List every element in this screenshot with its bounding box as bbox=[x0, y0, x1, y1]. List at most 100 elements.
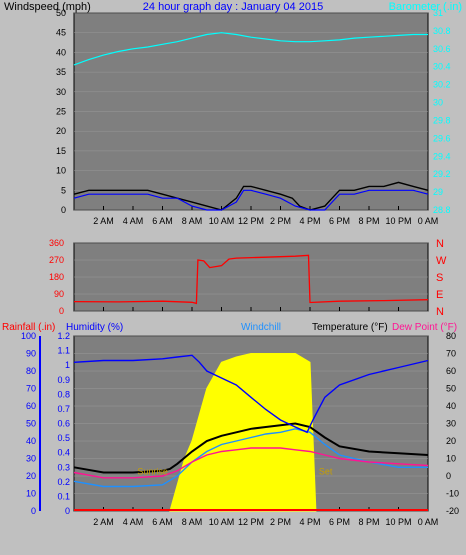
y-tick-label: 5 bbox=[61, 185, 66, 195]
compass-label: W bbox=[436, 255, 447, 267]
x-tick-label: 0 AM bbox=[418, 216, 439, 226]
temp-tick-label: -20 bbox=[446, 506, 459, 516]
x-tick-label: 8 AM bbox=[182, 216, 203, 226]
legend-entry: Windchill bbox=[241, 322, 281, 333]
y-tick-label: 270 bbox=[49, 255, 64, 265]
hum-tick-label: 80 bbox=[26, 366, 36, 376]
series-wind bbox=[73, 181, 429, 211]
series-temperature bbox=[73, 422, 429, 474]
x-tick-label: 4 AM bbox=[123, 216, 144, 226]
x-tick-label: 2 AM bbox=[93, 216, 114, 226]
x-tick-label: 6 AM bbox=[152, 517, 173, 527]
temp-tick-label: -10 bbox=[446, 489, 459, 499]
series-windchill bbox=[73, 428, 428, 488]
y-tick-label: 180 bbox=[49, 272, 64, 282]
y-tick-label: 90 bbox=[54, 289, 64, 299]
y-tick-label: 25 bbox=[56, 107, 66, 117]
temp-tick-label: 70 bbox=[446, 349, 456, 359]
x-tick-label: 8 PM bbox=[358, 517, 379, 527]
series-solar bbox=[169, 353, 317, 512]
x-tick-label: 6 PM bbox=[329, 216, 350, 226]
y2-tick-label: 31 bbox=[433, 8, 443, 18]
y-tick-label: 0 bbox=[61, 205, 66, 215]
y2-tick-label: 30.4 bbox=[433, 62, 451, 72]
y2-tick-label: 29.2 bbox=[433, 169, 451, 179]
rain-tick-label: 1.2 bbox=[57, 331, 70, 341]
hum-tick-label: 50 bbox=[26, 419, 36, 429]
y-tick-label: 15 bbox=[56, 146, 66, 156]
rain-tick-label: 0 bbox=[65, 506, 70, 516]
legend-entry: Rainfall (.in) bbox=[2, 322, 55, 333]
sunset-label: Set bbox=[319, 466, 333, 476]
legend-entry: Temperature (°F) bbox=[312, 322, 388, 333]
x-tick-label: 8 PM bbox=[358, 216, 379, 226]
temp-tick-label: 80 bbox=[446, 331, 456, 341]
rain-tick-label: 0.4 bbox=[57, 448, 70, 458]
compass-label: E bbox=[436, 289, 443, 301]
rain-tick-label: 0.5 bbox=[57, 433, 70, 443]
x-tick-label: 12 PM bbox=[238, 216, 264, 226]
hum-tick-label: 100 bbox=[21, 331, 36, 341]
temp-tick-label: 10 bbox=[446, 454, 456, 464]
legend-entry: Dew Point (°F) bbox=[392, 322, 457, 333]
temp-tick-label: 50 bbox=[446, 384, 456, 394]
series-dewpoint bbox=[73, 447, 429, 479]
hum-tick-label: 90 bbox=[26, 349, 36, 359]
temp-tick-label: 30 bbox=[446, 419, 456, 429]
x-tick-label: 2 PM bbox=[270, 517, 291, 527]
rain-tick-label: 0.8 bbox=[57, 389, 70, 399]
x-tick-label: 4 PM bbox=[299, 216, 320, 226]
temp-tick-label: 40 bbox=[446, 401, 456, 411]
y-tick-label: 10 bbox=[56, 166, 66, 176]
rain-tick-label: 0.6 bbox=[57, 419, 70, 429]
rain-tick-label: 0.7 bbox=[57, 404, 70, 414]
y2-tick-label: 29.4 bbox=[433, 151, 451, 161]
y2-tick-label: 29 bbox=[433, 187, 443, 197]
y-tick-label: 360 bbox=[49, 238, 64, 248]
y-tick-label: 35 bbox=[56, 67, 66, 77]
x-tick-label: 8 AM bbox=[182, 517, 203, 527]
y-axis-label: Windspeed (mph) bbox=[4, 1, 91, 13]
y2-axis-label: Barometer (.in) bbox=[389, 1, 462, 13]
rain-tick-label: 0.1 bbox=[57, 491, 70, 501]
temp-panel: -20-100102030405060708001020304050607080… bbox=[2, 322, 459, 527]
y2-tick-label: 30 bbox=[433, 98, 443, 108]
y-tick-label: 30 bbox=[56, 87, 66, 97]
x-tick-label: 10 AM bbox=[209, 216, 235, 226]
y2-tick-label: 30.6 bbox=[433, 44, 451, 54]
x-tick-label: 10 PM bbox=[385, 216, 411, 226]
rain-tick-label: 0.2 bbox=[57, 477, 70, 487]
x-tick-label: 2 PM bbox=[270, 216, 291, 226]
wind-panel: 0 5 10 15 20 25 30 35 40 45 50 28.8 29 29.2 29.4 29.6 29… bbox=[4, 1, 462, 226]
y2-tick-label: 30.2 bbox=[433, 80, 451, 90]
hum-tick-label: 10 bbox=[26, 489, 36, 499]
sunrise-label: Sunrise bbox=[137, 466, 168, 476]
series-direction bbox=[73, 254, 429, 305]
y-tick-label: 20 bbox=[56, 126, 66, 136]
rain-tick-label: 1.1 bbox=[57, 346, 70, 356]
temp-tick-label: 0 bbox=[446, 471, 451, 481]
graph-title: 24 hour graph day : January 04 2015 bbox=[143, 1, 323, 13]
rain-tick-label: 0.9 bbox=[57, 375, 70, 385]
y-tick-label: 45 bbox=[56, 28, 66, 38]
temp-tick-label: 60 bbox=[446, 366, 456, 376]
hum-tick-label: 30 bbox=[26, 454, 36, 464]
hum-tick-label: 20 bbox=[26, 471, 36, 481]
y2-tick-label: 30.8 bbox=[433, 26, 451, 36]
y-tick-label: 0 bbox=[59, 306, 64, 316]
y2-tick-label: 29.6 bbox=[433, 133, 451, 143]
series-humidity bbox=[73, 354, 429, 434]
compass-label: S bbox=[436, 272, 443, 284]
hum-tick-label: 40 bbox=[26, 436, 36, 446]
hum-tick-label: 60 bbox=[26, 401, 36, 411]
hum-tick-label: 70 bbox=[26, 384, 36, 394]
x-tick-label: 10 PM bbox=[385, 517, 411, 527]
series-gust bbox=[73, 189, 429, 211]
rain-tick-label: 0.3 bbox=[57, 462, 70, 472]
x-tick-label: 6 PM bbox=[329, 517, 350, 527]
y2-tick-label: 28.8 bbox=[433, 205, 451, 215]
x-tick-label: 12 PM bbox=[238, 517, 264, 527]
x-tick-label: 2 AM bbox=[93, 517, 114, 527]
